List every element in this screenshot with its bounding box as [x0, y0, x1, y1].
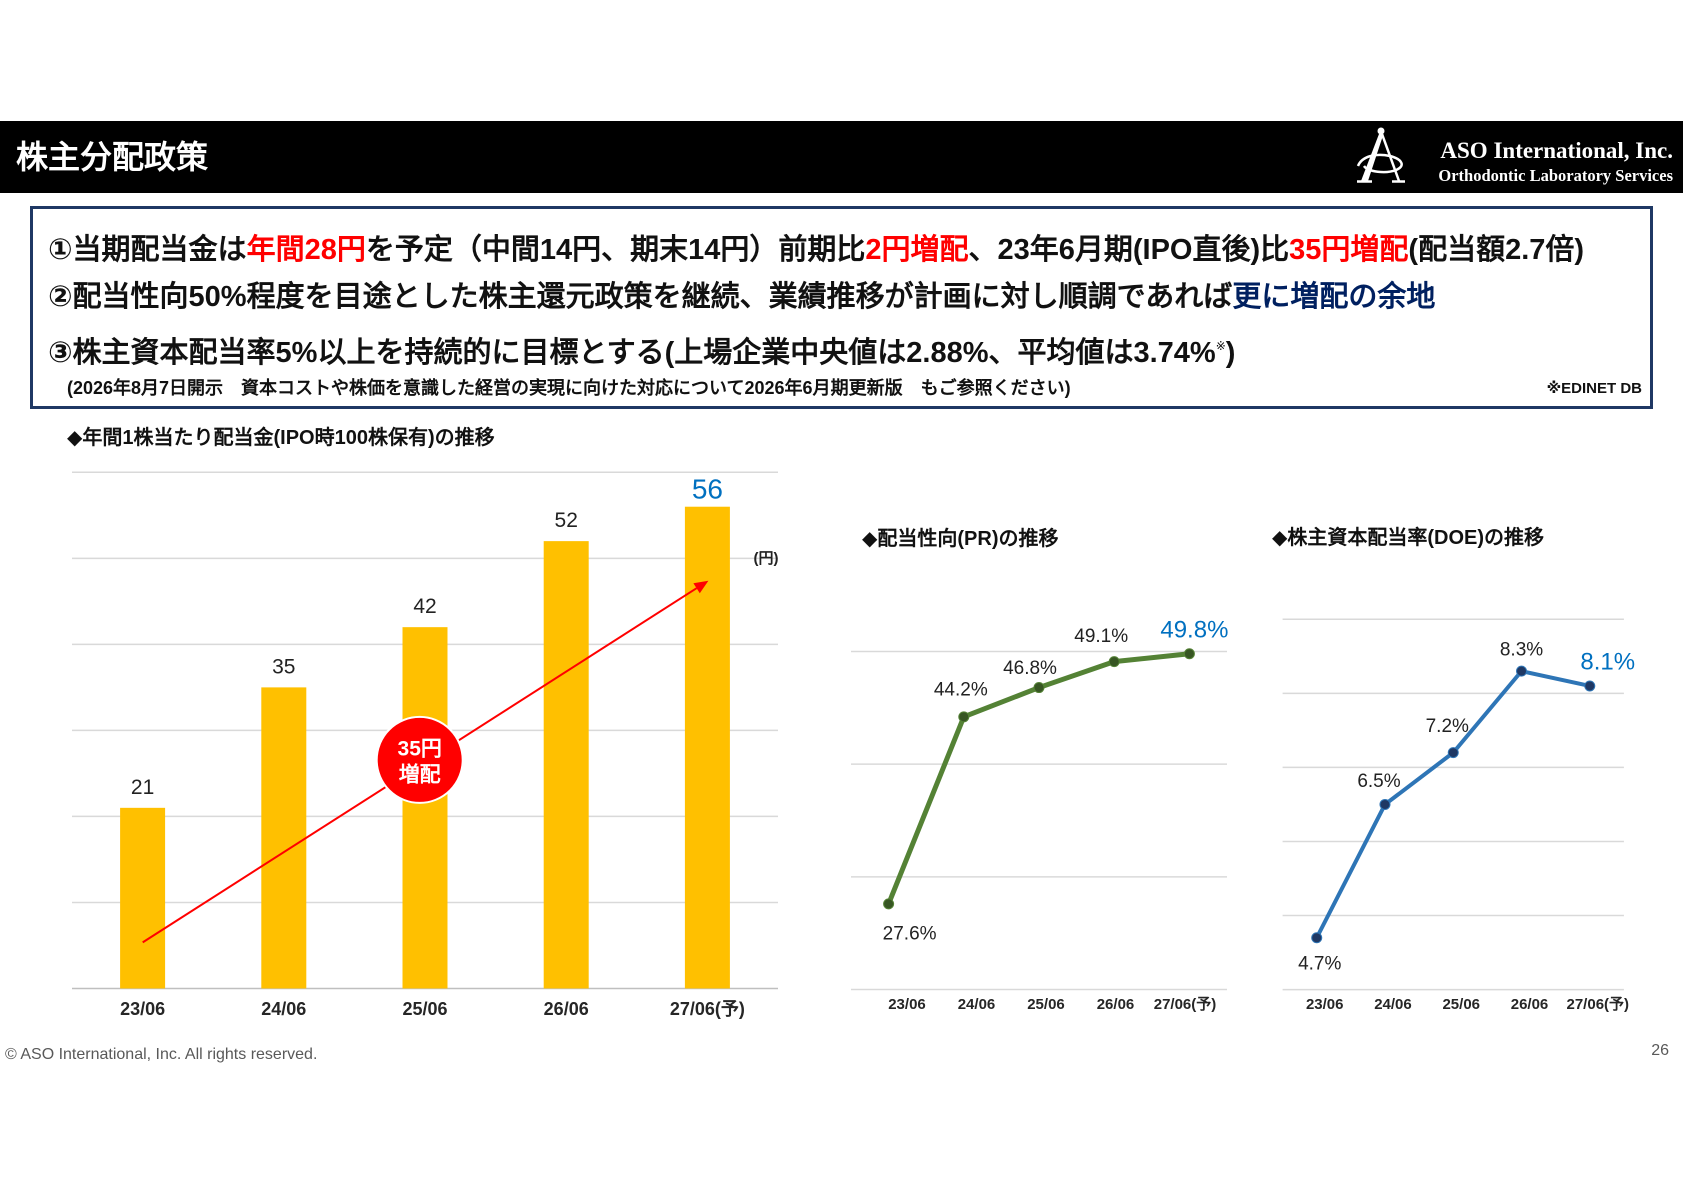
dividend-bar: [543, 541, 589, 989]
policy-text: ②配当性向50%程度を目途とした株主還元政策を継続、業績推移が計画に対し順調であ…: [48, 281, 1233, 313]
dividend-bar: [402, 627, 448, 989]
policy-text: を予定（中間14円、期末14円）前期比: [365, 234, 866, 266]
payout-ratio-chart-title: ◆配当性向(PR)の推移: [862, 528, 1059, 550]
slide-title: 株主分配政策: [16, 139, 209, 175]
company-tagline: Orthodontic Laboratory Services: [1438, 166, 1673, 185]
data-point: [1183, 648, 1195, 660]
data-point: [883, 898, 895, 910]
bar-value-label: 52: [555, 509, 578, 532]
dividend-bar: [120, 807, 166, 989]
data-point: [1311, 932, 1323, 944]
increase-badge-label: 増配: [399, 763, 441, 787]
gridlines: [851, 650, 1227, 991]
data-label: 49.1%: [1074, 626, 1128, 647]
x-axis-label: 25/06: [402, 999, 447, 1019]
bar-value-label: 35: [272, 655, 295, 678]
footnote-mark: ※: [1215, 339, 1226, 353]
company-name: ASO International, Inc.: [1440, 138, 1673, 163]
data-point: [1379, 798, 1391, 810]
series-line: [1314, 669, 1592, 940]
gridlines: [1282, 618, 1624, 991]
x-axis-labels: 23/06 24/06 25/06 26/06 27/06(予): [120, 999, 745, 1019]
unit-label: (円): [754, 550, 779, 567]
trend-arrow-head: [693, 580, 709, 594]
data-point: [1584, 680, 1596, 692]
policy-emphasis: 年間28円: [246, 234, 366, 266]
policy-line-1: ①当期配当金は年間28円を予定（中間14円、期末14円）前期比2円増配、23年6…: [48, 232, 1584, 268]
source-note: ※EDINET DB: [1546, 380, 1642, 397]
data-point: [1516, 665, 1528, 677]
data-label: 44.2%: [934, 679, 988, 700]
policy-emphasis: 2円増配: [865, 234, 969, 266]
x-axis-label: 25/06: [1442, 996, 1480, 1013]
x-axis-label: 27/06(予): [1567, 996, 1630, 1013]
increase-badge-circle: [375, 715, 464, 804]
page-number: 26: [1651, 1042, 1669, 1059]
policy-text: (配当額2.7倍): [1408, 234, 1585, 266]
x-axis-label: 23/06: [1306, 996, 1344, 1013]
x-axis-label: 25/06: [1027, 996, 1065, 1013]
policy-line-3: ③株主資本配当率5%以上を持続的に目標とする(上場企業中央値は2.88%、平均値…: [48, 328, 1235, 371]
x-axis-label: 27/06(予): [670, 999, 745, 1019]
reference-note: (2026年8月7日開示 資本コストや株価を意識した経営の実現に向けた対応につい…: [67, 378, 1071, 398]
data-point: [1033, 682, 1045, 694]
data-label: 49.8%: [1160, 616, 1228, 643]
data-label: 8.3%: [1500, 640, 1543, 661]
data-label: 8.1%: [1580, 648, 1635, 675]
value-labels: 21 35 42 52 56: [131, 474, 723, 799]
data-point: [958, 711, 970, 723]
x-axis-label: 23/06: [120, 999, 165, 1019]
x-axis-label: 26/06: [1097, 996, 1135, 1013]
bar-value-label: 42: [413, 595, 436, 618]
policy-text: ): [1225, 337, 1236, 369]
x-axis-label: 27/06(予): [1154, 996, 1217, 1013]
bars: [120, 506, 730, 989]
x-axis-label: 24/06: [1374, 996, 1412, 1013]
data-label: 4.7%: [1298, 953, 1341, 974]
slide-header: 株主分配政策 ASO International, Inc. Orthodont…: [0, 121, 1683, 193]
policy-text: ①当期配当金は: [48, 234, 247, 266]
x-axis-label: 26/06: [1511, 996, 1549, 1013]
policy-text: 、23年6月期(IPO直後)比: [968, 234, 1290, 266]
policy-emphasis: 35円増配: [1289, 234, 1409, 266]
dividend-bar: [684, 506, 730, 989]
policy-emphasis: 更に増配の余地: [1232, 281, 1436, 313]
increase-badge-amount: 35円: [398, 738, 442, 761]
copyright-notice: © ASO International, Inc. All rights res…: [5, 1046, 318, 1063]
doe-chart-title: ◆株主資本配当率(DOE)の推移: [1272, 527, 1545, 549]
x-axis-label: 23/06: [888, 996, 926, 1013]
payout-ratio-line-chart: 27.6% 44.2% 46.8% 49.1% 49.8% 23/06 24/06 25/06…: [851, 616, 1228, 1013]
bar-value-label: 56: [692, 474, 723, 505]
aso-a-logo-icon: [1356, 127, 1405, 183]
data-label: 7.2%: [1426, 716, 1469, 737]
data-point: [1447, 747, 1459, 759]
increase-badge: 35円 増配: [375, 715, 464, 804]
x-axis-label: 24/06: [958, 996, 996, 1013]
data-point: [1108, 656, 1120, 668]
dividend-policy-box: ①当期配当金は年間28円を予定（中間14円、期末14円）前期比2円増配、23年6…: [30, 206, 1653, 409]
data-label: 6.5%: [1357, 771, 1400, 792]
x-axis-label: 26/06: [544, 999, 589, 1019]
data-label: 27.6%: [883, 923, 937, 944]
policy-line-2: ②配当性向50%程度を目途とした株主還元政策を継続、業績推移が計画に対し順調であ…: [48, 279, 1435, 315]
bar-value-label: 21: [131, 776, 154, 799]
policy-text: ③株主資本配当率5%以上を持続的に目標とする(上場企業中央値は2.88%、平均値…: [48, 337, 1216, 369]
x-axis-label: 24/06: [261, 999, 306, 1019]
data-label: 46.8%: [1003, 658, 1057, 679]
doe-line-chart: 4.7% 6.5% 7.2% 8.3% 8.1% 23/06 24/06 25/06 26/06…: [1282, 618, 1635, 1013]
dividend-chart-title: ◆年間1株当たり配当金(IPO時100株保有)の推移: [67, 427, 495, 449]
dividend-bar: [261, 687, 307, 989]
